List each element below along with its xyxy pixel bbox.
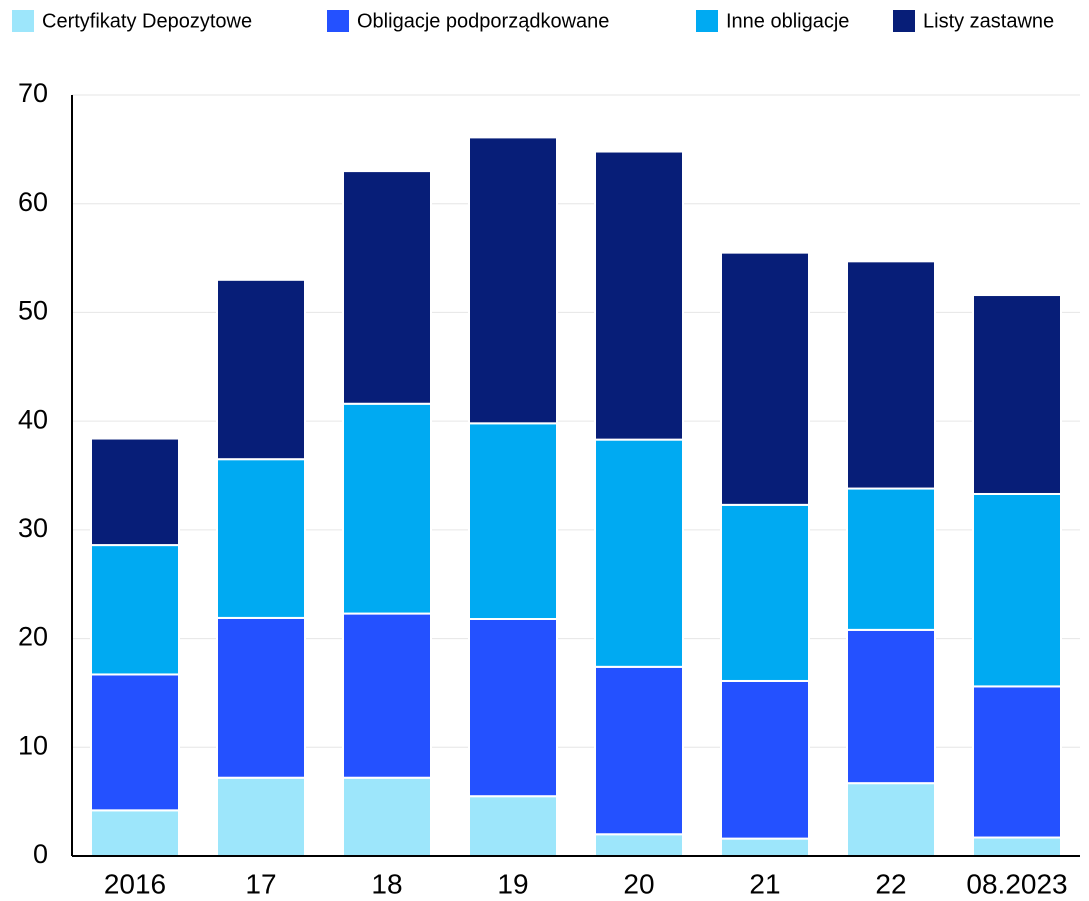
y-tick-label: 0 xyxy=(33,839,48,869)
legend-swatch xyxy=(893,10,915,32)
bar-segment xyxy=(972,294,1062,495)
bar-segment xyxy=(468,136,558,425)
bar-segment xyxy=(90,673,180,812)
bar-segment xyxy=(468,422,558,621)
x-tick-label: 21 xyxy=(749,868,780,899)
x-tick-label: 22 xyxy=(875,868,906,899)
bar-segment xyxy=(468,618,558,798)
bar-segment xyxy=(216,616,306,779)
bar-segment xyxy=(342,402,432,615)
bar-segment xyxy=(846,487,936,631)
legend-label: Listy zastawne xyxy=(923,10,1054,32)
x-tick-label: 18 xyxy=(371,868,402,899)
bar-segment xyxy=(342,776,432,857)
bar-segment xyxy=(972,836,1062,857)
bar-segment xyxy=(720,679,810,840)
bar-segment xyxy=(90,437,180,547)
bar-segment xyxy=(342,612,432,779)
bar-segment xyxy=(594,833,684,857)
bar-segment xyxy=(972,685,1062,839)
legend-swatch xyxy=(12,10,34,32)
bar-segment xyxy=(342,170,432,405)
bar-segment xyxy=(846,628,936,785)
y-tick-label: 10 xyxy=(18,730,48,760)
bar-segment xyxy=(846,782,936,858)
x-tick-label: 2016 xyxy=(104,868,166,899)
x-tick-label: 08.2023 xyxy=(966,868,1067,899)
bar-segment xyxy=(90,809,180,858)
y-tick-label: 20 xyxy=(18,622,48,652)
legend-swatch xyxy=(696,10,718,32)
y-tick-label: 30 xyxy=(18,513,48,543)
y-tick-label: 60 xyxy=(18,187,48,217)
y-tick-label: 50 xyxy=(18,296,48,326)
legend-swatch xyxy=(327,10,349,32)
x-tick-label: 17 xyxy=(245,868,276,899)
bar-segment xyxy=(594,438,684,668)
bar-segment xyxy=(720,251,810,506)
bar-segment xyxy=(90,544,180,676)
bar-segment xyxy=(594,150,684,441)
x-tick-label: 20 xyxy=(623,868,654,899)
bar-segment xyxy=(216,776,306,857)
bar-segment xyxy=(216,278,306,461)
bar-segment xyxy=(216,458,306,619)
legend-label: Certyfikaty Depozytowe xyxy=(42,10,252,32)
y-tick-label: 40 xyxy=(18,404,48,434)
legend-label: Obligacje podporządkowane xyxy=(357,10,609,32)
bar-segment xyxy=(468,795,558,858)
bar-segment xyxy=(720,503,810,682)
bar-segment xyxy=(720,837,810,857)
legend-label: Inne obligacje xyxy=(726,10,849,32)
y-tick-label: 70 xyxy=(18,78,48,108)
x-tick-label: 19 xyxy=(497,868,528,899)
bar-segment xyxy=(972,492,1062,688)
bar-segment xyxy=(846,260,936,490)
bar-segment xyxy=(594,665,684,836)
